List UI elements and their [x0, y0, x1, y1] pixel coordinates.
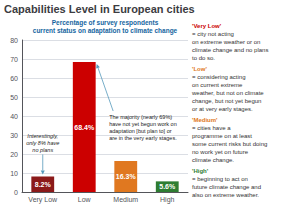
svg-text:Percentage of survey responden: Percentage of survey respondents [52, 19, 159, 27]
svg-text:weather, but not on climate: weather, but not on climate [191, 90, 264, 96]
svg-text:10: 10 [10, 170, 18, 177]
svg-text:no work yet on future: no work yet on future [192, 149, 249, 155]
svg-text:Low: Low [78, 196, 92, 203]
svg-text:'Very Low': 'Very Low' [192, 23, 222, 29]
svg-text:20: 20 [10, 151, 18, 158]
svg-text:also on extreme weather.: also on extreme weather. [192, 192, 259, 198]
svg-text:8.2%: 8.2% [35, 181, 52, 188]
svg-text:'High': 'High' [192, 168, 209, 174]
svg-text:Very Low: Very Low [28, 196, 58, 204]
svg-text:on extreme weather or on: on extreme weather or on [192, 39, 260, 45]
svg-text:climate change.: climate change. [192, 157, 234, 163]
svg-text:= beginning to act on: = beginning to act on [192, 176, 248, 182]
svg-text:programme on at least: programme on at least [192, 133, 252, 139]
svg-text:= city not acting: = city not acting [192, 31, 234, 37]
svg-text:'Medium': 'Medium' [192, 117, 218, 123]
svg-text:80: 80 [10, 37, 18, 44]
svg-text:30: 30 [10, 132, 18, 139]
svg-text:some current risks but doing: some current risks but doing [192, 141, 267, 147]
svg-text:no plans: no plans [32, 147, 53, 153]
svg-text:future climate change and: future climate change and [192, 184, 261, 190]
svg-text:0: 0 [14, 189, 18, 196]
svg-text:climate change and no plans: climate change and no plans [192, 47, 268, 53]
svg-text:are in the very early stages.: are in the very early stages. [109, 135, 177, 141]
svg-text:current status on adaptation t: current status on adaptation to climate … [33, 27, 178, 35]
svg-text:40: 40 [10, 113, 18, 120]
svg-text:Interestingly,: Interestingly, [27, 133, 58, 139]
svg-text:70: 70 [10, 56, 18, 63]
svg-text:16.3%: 16.3% [116, 173, 137, 180]
svg-text:50: 50 [10, 94, 18, 101]
svg-text:'Low': 'Low' [192, 66, 207, 72]
svg-text:= considering acting: = considering acting [192, 74, 246, 80]
svg-text:Medium: Medium [113, 196, 138, 203]
svg-text:= cities have a: = cities have a [192, 125, 231, 131]
svg-text:have not yet begun work on: have not yet begun work on [109, 121, 177, 127]
svg-text:change, but not yet begun: change, but not yet begun [192, 98, 261, 104]
svg-text:or at very early stages.: or at very early stages. [192, 106, 253, 112]
svg-text:The majority (nearly 69%): The majority (nearly 69%) [109, 114, 172, 120]
svg-text:Capabilities Level in European: Capabilities Level in European cities [4, 3, 195, 15]
svg-text:to do so.: to do so. [192, 55, 215, 61]
svg-text:5.6%: 5.6% [159, 183, 176, 190]
svg-text:68.4%: 68.4% [74, 124, 95, 131]
svg-text:only 8% have: only 8% have [26, 140, 59, 146]
svg-text:on current extreme: on current extreme [192, 82, 243, 88]
svg-text:adaptation [but plan to] or: adaptation [but plan to] or [109, 128, 172, 134]
svg-text:High: High [160, 196, 175, 204]
svg-text:60: 60 [10, 75, 18, 82]
